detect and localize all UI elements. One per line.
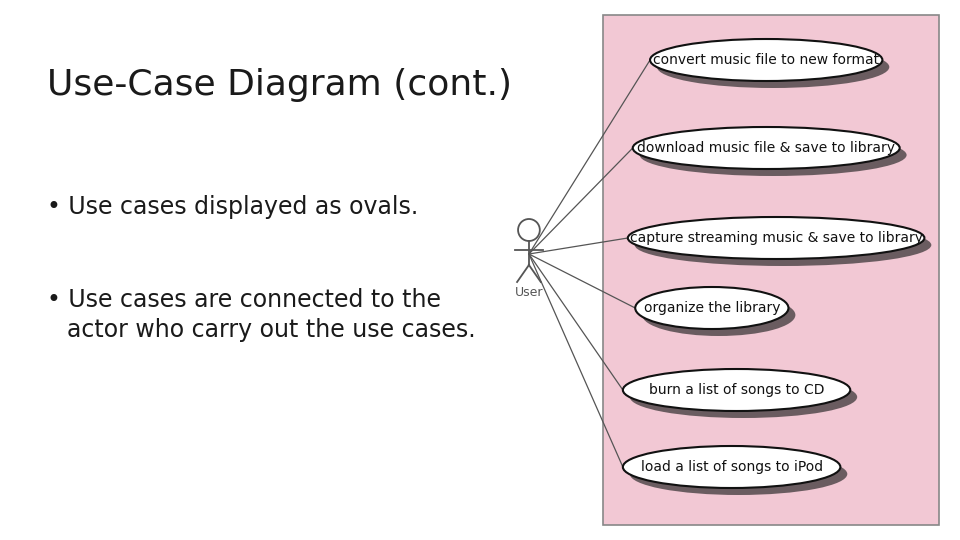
Text: actor who carry out the use cases.: actor who carry out the use cases. <box>67 318 476 342</box>
Ellipse shape <box>636 287 788 329</box>
Text: convert music file to new format: convert music file to new format <box>653 53 879 67</box>
Text: load a list of songs to iPod: load a list of songs to iPod <box>640 460 823 474</box>
Ellipse shape <box>657 46 889 88</box>
Text: download music file & save to library: download music file & save to library <box>637 141 896 155</box>
Ellipse shape <box>633 127 900 169</box>
Text: • Use cases are connected to the: • Use cases are connected to the <box>47 288 442 312</box>
Text: organize the library: organize the library <box>643 301 780 315</box>
Text: • Use cases displayed as ovals.: • Use cases displayed as ovals. <box>47 195 419 219</box>
Ellipse shape <box>630 453 848 495</box>
Ellipse shape <box>630 376 857 418</box>
Text: User: User <box>515 286 543 299</box>
Text: burn a list of songs to CD: burn a list of songs to CD <box>649 383 825 397</box>
Ellipse shape <box>639 134 906 176</box>
Ellipse shape <box>623 446 840 488</box>
Ellipse shape <box>635 224 931 266</box>
Ellipse shape <box>628 217 924 259</box>
Ellipse shape <box>642 294 796 336</box>
Ellipse shape <box>650 39 882 81</box>
Text: capture streaming music & save to library: capture streaming music & save to librar… <box>630 231 923 245</box>
Text: Use-Case Diagram (cont.): Use-Case Diagram (cont.) <box>47 68 513 102</box>
Ellipse shape <box>623 369 851 411</box>
Bar <box>603 15 939 525</box>
